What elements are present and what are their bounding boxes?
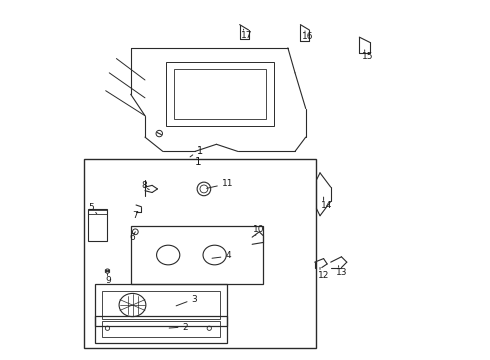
Text: 14: 14 (321, 201, 332, 210)
Bar (102, 291, 220, 319)
Bar (95, 284, 227, 327)
Text: 1: 1 (195, 157, 201, 167)
Text: 7: 7 (132, 211, 138, 220)
Text: 13: 13 (336, 268, 347, 277)
Bar (131, 226, 263, 284)
Text: 6: 6 (129, 233, 135, 242)
Text: 1: 1 (197, 147, 203, 157)
Bar (88, 208, 107, 241)
Text: 12: 12 (318, 270, 329, 279)
Text: 9: 9 (105, 276, 111, 285)
Text: 5: 5 (89, 203, 94, 212)
Text: 10: 10 (253, 225, 265, 234)
Text: 8: 8 (142, 181, 147, 190)
Bar (95, 316, 227, 342)
Text: 2: 2 (182, 323, 188, 332)
Text: 11: 11 (222, 179, 233, 188)
Bar (84, 158, 317, 348)
Text: 16: 16 (302, 32, 314, 41)
Bar (102, 321, 220, 337)
Text: 15: 15 (362, 52, 373, 61)
Text: 3: 3 (192, 295, 197, 304)
Bar (167, 62, 273, 126)
Text: 17: 17 (241, 31, 252, 40)
Text: 4: 4 (225, 251, 231, 260)
Bar (173, 69, 267, 119)
